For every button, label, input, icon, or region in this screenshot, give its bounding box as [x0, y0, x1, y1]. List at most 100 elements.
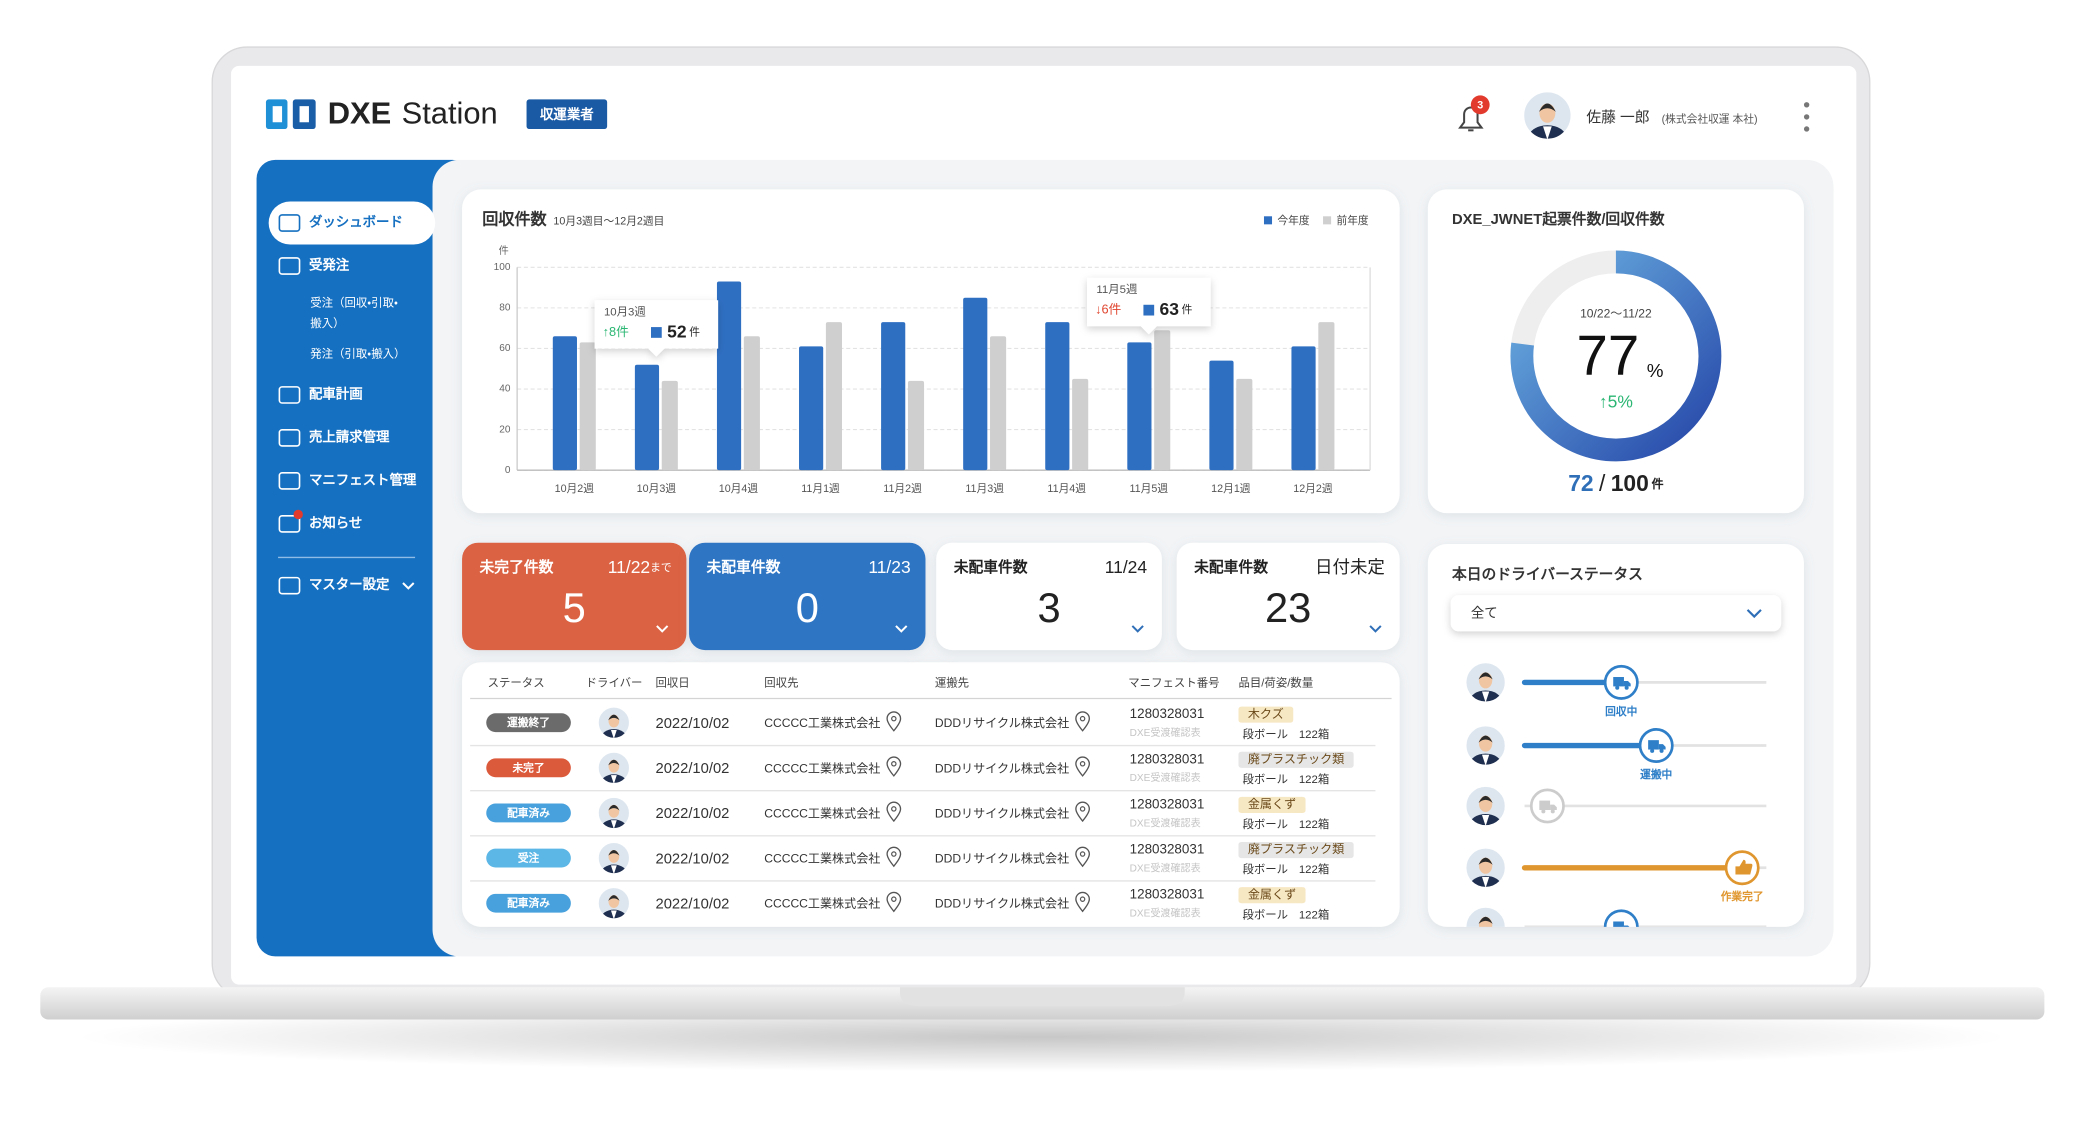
avatar-shirt[interactable] [1543, 126, 1552, 140]
kpi-value[interactable]: 0 [796, 584, 819, 631]
kpi-date-text[interactable]: 11/22 [608, 557, 650, 577]
package-quantity[interactable]: 段ボール 122箱 [1242, 772, 1329, 786]
status-pill[interactable] [486, 893, 571, 913]
avatar-shirt[interactable] [1481, 691, 1490, 703]
manifest-note[interactable]: DXE受渡確認表 [1130, 861, 1201, 874]
item-pill[interactable] [1238, 706, 1294, 723]
kpi-label[interactable]: 未配車件数 [706, 558, 781, 576]
kpi-value[interactable]: 5 [563, 584, 586, 631]
avatar-ring[interactable] [596, 750, 631, 785]
manifest-number[interactable]: 1280328031 [1130, 887, 1205, 902]
table-row[interactable]: 配車済み 2022/10/02 CCCCC工業株式会社 DDDリサイクル株式会社 128… [470, 795, 1376, 837]
item-pill[interactable] [1238, 887, 1306, 904]
nav-item[interactable]: 売上請求管理 [309, 428, 390, 444]
nav-item[interactable]: マスター設定 [309, 576, 390, 592]
user-name[interactable]: 佐藤 一郎 [1586, 109, 1649, 126]
avatar-ring[interactable] [1464, 661, 1507, 704]
status-label[interactable]: 運搬終了 [507, 716, 550, 729]
nav-active-bg[interactable] [268, 201, 436, 245]
status-label[interactable]: 受注 [518, 852, 540, 865]
truck-wheel[interactable] [1615, 685, 1620, 690]
nav-icon[interactable] [278, 214, 301, 232]
destination-site[interactable]: DDDリサイクル株式会社 [935, 715, 1069, 730]
avatar-hair[interactable] [1478, 916, 1493, 924]
package[interactable]: 段ボール [1242, 772, 1288, 786]
quantity[interactable]: 122箱 [1299, 907, 1329, 921]
quantity[interactable]: 122箱 [1299, 817, 1329, 831]
avatar-shirt[interactable] [1481, 754, 1490, 766]
avatar[interactable] [1523, 91, 1572, 151]
package-quantity[interactable]: 段ボール 122箱 [1242, 862, 1329, 876]
package[interactable]: 段ボール [1242, 862, 1288, 876]
item-label[interactable]: 廃プラスチック類 [1248, 752, 1344, 766]
truck-body[interactable] [1648, 740, 1659, 750]
truck-wheel[interactable] [1650, 748, 1655, 753]
status-label[interactable]: 配車済み [507, 806, 550, 819]
nav-item[interactable]: 受発注 [309, 257, 350, 273]
avatar-hair[interactable] [608, 895, 620, 901]
manifest-note[interactable]: DXE受渡確認表 [1130, 816, 1201, 829]
package-quantity[interactable]: 段ボール 122箱 [1242, 907, 1329, 921]
manifest-note[interactable]: DXE受渡確認表 [1130, 726, 1201, 739]
kpi-date-text[interactable]: 11/24 [1105, 557, 1148, 577]
avatar-ring[interactable] [1464, 846, 1507, 889]
pickup-date[interactable]: 2022/10/02 [655, 761, 729, 777]
item-pill[interactable] [1238, 751, 1354, 768]
status-icon[interactable] [1603, 909, 1639, 943]
status-pill[interactable] [486, 758, 571, 778]
avatar-hair[interactable] [1478, 795, 1493, 803]
avatar-hair[interactable] [1538, 103, 1556, 112]
notification-count[interactable]: 3 [1477, 99, 1483, 111]
truck-cab[interactable] [1658, 744, 1666, 750]
filter-chevron[interactable] [1746, 609, 1762, 619]
nav-subitem[interactable]: 発注（引取・搬入） [310, 347, 405, 361]
user-company[interactable]: (株式会社収運 本社) [1662, 112, 1758, 125]
status-label[interactable]: 配車済み [507, 897, 550, 910]
kpi-chevron[interactable] [895, 625, 908, 633]
avatar-hair[interactable] [1478, 735, 1493, 743]
driver-row[interactable]: 作業完了 [1464, 846, 1767, 904]
truck-body[interactable] [1539, 800, 1551, 810]
kpi-date-text[interactable]: 日付未定 [1315, 557, 1385, 577]
avatar-hair[interactable] [608, 714, 620, 721]
pickup-site[interactable]: CCCCC工業株式会社 [764, 805, 880, 820]
driver-row[interactable] [1464, 905, 1767, 957]
kpi-date-text[interactable]: 11/23 [868, 557, 910, 577]
manifest-number[interactable]: 1280328031 [1130, 796, 1205, 811]
quantity[interactable]: 122箱 [1299, 862, 1329, 876]
avatar-ring[interactable] [1464, 784, 1507, 828]
pickup-site[interactable]: CCCCC工業株式会社 [764, 760, 880, 775]
user-avatar[interactable] [1522, 90, 1573, 151]
avatar-ring[interactable] [1464, 905, 1507, 947]
kebab-menu[interactable] [1803, 102, 1810, 132]
avatar[interactable] [1465, 662, 1506, 712]
kpi-date[interactable]: 日付未定 [1315, 557, 1385, 577]
kpi-label[interactable]: 未配車件数 [953, 558, 1028, 576]
kpi-chevron[interactable] [1131, 625, 1144, 633]
kpi-date-suffix[interactable]: まで [650, 562, 671, 574]
avatar-ring[interactable] [596, 705, 631, 740]
nav-item[interactable]: 配車計画 [309, 385, 363, 401]
package[interactable]: 段ボール [1242, 727, 1288, 741]
kpi-date[interactable]: 11/24 [1105, 557, 1148, 577]
item-pill[interactable] [1238, 796, 1306, 813]
pickup-date[interactable]: 2022/10/02 [655, 896, 729, 912]
avatar-shirt[interactable] [610, 820, 617, 830]
kpi-value[interactable]: 23 [1265, 584, 1311, 631]
filter-select[interactable] [1450, 595, 1782, 632]
kpi-label[interactable]: 未配車件数 [1193, 558, 1268, 576]
pickup-site[interactable]: CCCCC工業株式会社 [764, 851, 880, 866]
driver-row[interactable]: 運搬中 [1464, 724, 1767, 781]
avatar[interactable] [1465, 906, 1506, 957]
kpi-date[interactable]: 11/23 [868, 557, 910, 577]
kpi-chevron[interactable] [1369, 625, 1382, 633]
nav-icon[interactable] [278, 576, 301, 595]
dot[interactable] [1803, 126, 1810, 132]
manifest-note[interactable]: DXE受渡確認表 [1130, 907, 1201, 920]
manifest-number[interactable]: 1280328031 [1130, 751, 1205, 766]
item-label[interactable]: 金属くず [1248, 797, 1296, 811]
item-label[interactable]: 金属くず [1248, 887, 1296, 901]
avatar-shirt[interactable] [610, 910, 617, 920]
kpi-value[interactable]: 3 [1037, 584, 1060, 631]
destination-site[interactable]: DDDリサイクル株式会社 [935, 896, 1069, 911]
